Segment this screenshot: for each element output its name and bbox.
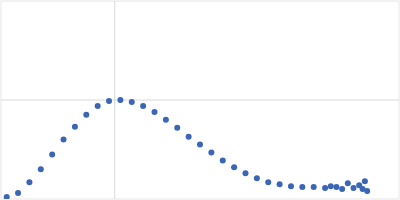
point [277, 181, 283, 187]
point [220, 157, 226, 163]
point [140, 103, 146, 109]
point [186, 134, 192, 140]
point [288, 183, 294, 189]
point [351, 185, 357, 191]
point [106, 98, 112, 104]
point [61, 137, 67, 143]
point [362, 178, 368, 184]
point [4, 194, 10, 199]
point [345, 180, 351, 186]
point [163, 117, 169, 123]
point [95, 103, 101, 109]
point [72, 124, 78, 130]
point [328, 183, 334, 189]
point [197, 142, 203, 148]
point [129, 99, 135, 105]
point [333, 184, 339, 190]
points [4, 97, 370, 199]
point [83, 112, 89, 118]
point [311, 184, 317, 190]
plot-frame [1, 1, 399, 199]
grid-line-y [1, 100, 399, 101]
point [265, 179, 271, 185]
point [26, 179, 32, 185]
chart-svg [0, 0, 400, 200]
point [15, 190, 21, 196]
point [38, 166, 44, 172]
point [299, 184, 305, 190]
point [152, 109, 158, 115]
point [117, 97, 123, 103]
point [49, 151, 55, 157]
point [322, 185, 328, 191]
point [242, 170, 248, 176]
point [364, 188, 370, 194]
point [208, 149, 214, 155]
point [231, 164, 237, 170]
point [174, 125, 180, 131]
point [254, 175, 260, 181]
point [339, 186, 345, 192]
chart [0, 0, 400, 200]
